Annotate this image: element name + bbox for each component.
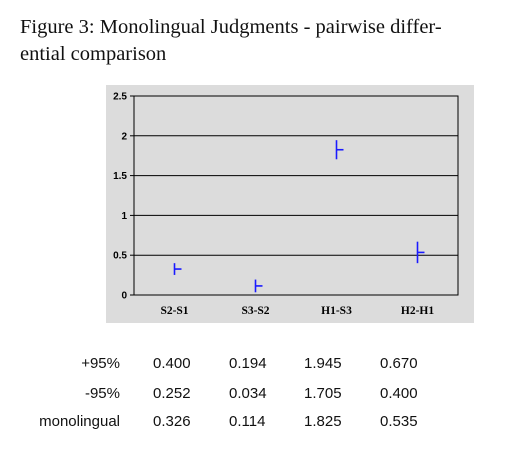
- cell-plus95-s2s1: 0.400: [153, 355, 191, 372]
- plot-area: [133, 95, 459, 296]
- cell-minus95-h2h1: 0.400: [380, 385, 418, 402]
- y-tick-label-1: 0.5: [113, 251, 127, 262]
- row-label-minus95: -95%: [84, 385, 120, 402]
- cell-plus95-h1s3: 1.945: [304, 355, 342, 372]
- row-label-plus95: +95%: [81, 355, 120, 372]
- cell-mono-s2s1: 0.326: [153, 413, 191, 430]
- cell-mono-s3s2: 0.114: [229, 413, 266, 430]
- cell-mono-h1s3: 1.825: [304, 413, 342, 430]
- cell-plus95-s3s2: 0.194: [229, 355, 267, 372]
- caption-line-2: ential comparison: [20, 43, 167, 65]
- cell-minus95-h1s3: 1.705: [304, 385, 342, 402]
- cell-mono-h2h1: 0.535: [380, 413, 418, 430]
- cell-plus95-h2h1: 0.670: [380, 355, 418, 372]
- y-tick-label-2: 1: [121, 211, 127, 222]
- y-tick-label-5: 2.5: [113, 92, 127, 103]
- x-tick-label-1: S3-S2: [241, 305, 269, 317]
- x-tick-label-2: H1-S3: [321, 305, 352, 317]
- x-tick-label-0: S2-S1: [160, 305, 188, 317]
- row-label-monolingual: monolingual: [39, 413, 120, 430]
- cell-minus95-s3s2: 0.034: [229, 385, 267, 402]
- y-tick-label-4: 2: [121, 131, 127, 142]
- figure-caption: Figure 3: Monolingual Judgments - pairwi…: [20, 14, 500, 68]
- caption-line-1: Figure 3: Monolingual Judgments - pairwi…: [20, 16, 442, 38]
- y-tick-label-0: 0: [121, 291, 127, 302]
- cell-minus95-s2s1: 0.252: [153, 385, 191, 402]
- error-bar-chart: 0 0.5 1 1.5 2 2.5 S2-S1 S3-S2 H1-S3 H2-H1: [113, 92, 459, 317]
- y-tick-label-3: 1.5: [113, 171, 127, 182]
- x-tick-label-3: H2-H1: [401, 305, 434, 317]
